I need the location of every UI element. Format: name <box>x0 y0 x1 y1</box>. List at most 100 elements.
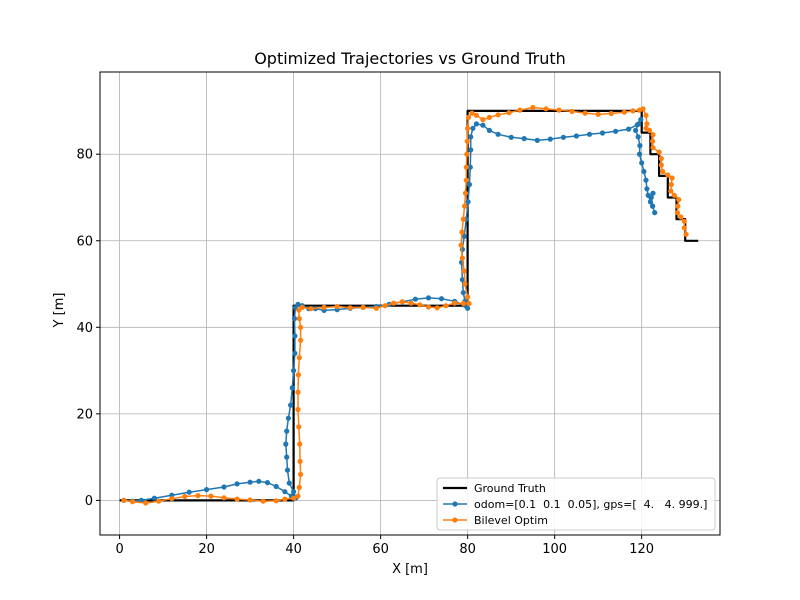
data-point <box>466 181 472 188</box>
x-tick-label: 0 <box>115 542 123 557</box>
data-point <box>668 181 674 188</box>
data-point <box>638 117 644 123</box>
data-point <box>569 108 575 114</box>
data-point <box>469 110 475 116</box>
data-point <box>466 300 472 307</box>
data-point <box>288 402 294 408</box>
data-point <box>521 136 527 142</box>
legend-marker <box>452 517 458 523</box>
data-point <box>234 496 240 502</box>
data-point <box>463 177 469 183</box>
data-point <box>547 136 553 142</box>
data-point <box>434 305 440 311</box>
data-point <box>282 489 288 495</box>
y-tick-label: 40 <box>76 321 93 336</box>
data-point <box>635 134 641 140</box>
data-point <box>650 190 656 196</box>
data-point <box>284 467 291 473</box>
data-point <box>459 277 465 283</box>
data-point <box>556 107 562 113</box>
data-point <box>486 127 492 133</box>
data-point <box>221 484 227 490</box>
data-point <box>151 495 157 501</box>
data-point <box>295 389 301 395</box>
data-point <box>169 496 175 502</box>
data-point <box>650 132 656 138</box>
data-point <box>681 225 687 231</box>
x-axis-label: X [m] <box>392 562 428 577</box>
data-point <box>347 305 353 311</box>
data-point <box>543 106 549 112</box>
data-point <box>425 304 432 310</box>
data-point <box>470 125 476 131</box>
data-point <box>373 305 379 311</box>
data-point <box>641 168 647 175</box>
data-point <box>465 114 472 120</box>
data-point <box>291 489 297 495</box>
chart-title: Optimized Trajectories vs Ground Truth <box>254 49 566 68</box>
data-point <box>295 406 301 413</box>
data-point <box>408 300 414 306</box>
data-point <box>461 233 467 239</box>
data-point <box>256 478 262 484</box>
data-point <box>660 168 666 175</box>
data-point <box>298 324 304 330</box>
x-tick-label: 20 <box>198 542 215 557</box>
data-point <box>286 480 292 486</box>
data-point <box>260 498 266 504</box>
data-point <box>121 497 127 503</box>
data-point <box>508 134 514 140</box>
data-point <box>599 130 606 136</box>
data-point <box>460 290 466 296</box>
data-point <box>465 294 471 300</box>
data-point <box>681 218 687 224</box>
legend-item-1: odom=[0.1 0.1 0.05], gps=[ 4. 4. 999.] <box>443 498 707 511</box>
data-point <box>640 106 646 112</box>
data-point <box>308 306 314 312</box>
data-point <box>560 134 567 140</box>
data-point <box>656 149 662 155</box>
data-point <box>321 304 327 310</box>
data-point <box>465 125 471 131</box>
data-point <box>678 214 684 220</box>
data-point <box>285 415 291 421</box>
data-point <box>283 441 289 447</box>
data-point <box>208 493 214 499</box>
data-point <box>284 454 290 460</box>
data-point <box>284 428 290 434</box>
legend-marker <box>452 501 458 507</box>
data-point <box>665 172 671 178</box>
data-point <box>291 316 298 322</box>
data-point <box>221 495 227 501</box>
data-point <box>669 175 675 181</box>
data-point <box>296 484 302 490</box>
data-point <box>652 210 658 216</box>
data-point <box>391 300 397 306</box>
data-point <box>282 496 288 502</box>
data-point <box>273 483 279 490</box>
data-point <box>464 138 470 144</box>
series-2 <box>121 104 689 506</box>
data-point <box>234 481 240 487</box>
data-point <box>462 203 468 209</box>
data-point <box>417 302 423 308</box>
x-tick-label: 80 <box>459 542 476 557</box>
data-point <box>464 151 470 157</box>
data-point <box>506 110 512 116</box>
data-point <box>646 127 653 133</box>
data-point <box>297 441 303 447</box>
data-point <box>495 131 501 137</box>
data-point <box>291 495 297 501</box>
data-point <box>143 500 149 506</box>
data-point <box>480 117 486 123</box>
data-point <box>295 493 301 499</box>
plot-frame <box>99 71 721 536</box>
data-point <box>458 242 464 248</box>
data-point <box>644 186 650 192</box>
y-tick-label: 80 <box>76 148 93 163</box>
data-point <box>452 300 458 306</box>
data-point <box>296 316 302 322</box>
data-point <box>443 303 449 309</box>
legend-item-0: Ground Truth <box>443 482 546 495</box>
